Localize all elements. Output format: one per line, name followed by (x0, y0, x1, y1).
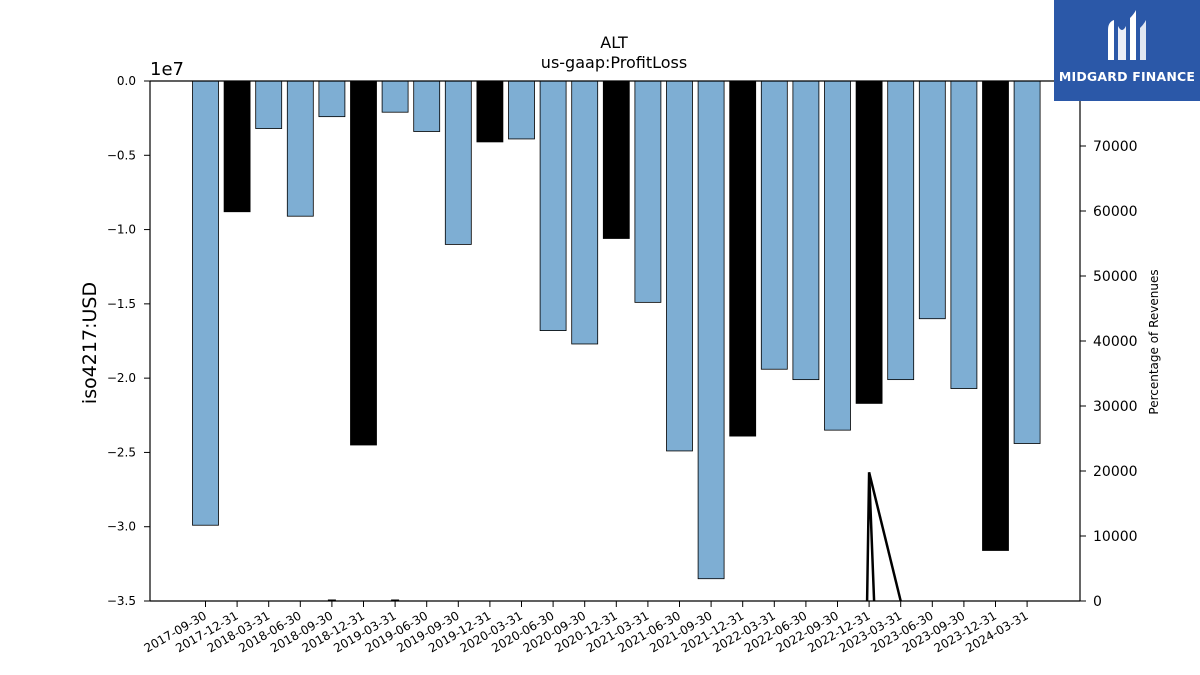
y2-tick-label: 20000 (1093, 464, 1138, 480)
bar-2022-12-31 (855, 80, 883, 404)
y2-tick-label: 50000 (1093, 269, 1138, 285)
bar-2022-06-30 (792, 80, 820, 381)
bar-2021-06-30 (666, 80, 693, 452)
bar-2020-06-30 (539, 80, 567, 332)
y2-tick-label: 40000 (1093, 334, 1138, 350)
bar-2019-12-31 (476, 80, 504, 143)
y-tick-label: −2.0 (107, 371, 136, 385)
y2-tick-label: 10000 (1093, 529, 1138, 545)
y-tick-label: −1.0 (107, 223, 136, 237)
chart-subtitle: us-gaap:ProfitLoss (541, 53, 687, 72)
bar-2021-03-31 (634, 80, 662, 303)
y-ticks: 0.0 −0.5 −1.0 −1.5 −2.0 −2.5 −3.0 −3.5 (107, 74, 150, 608)
y-tick-label: −1.5 (107, 297, 136, 311)
y2-tick-label: 60000 (1093, 204, 1138, 220)
bar-2018-09-30 (318, 80, 346, 118)
line-series (865, 472, 876, 602)
midgard-logo-icon (1108, 10, 1146, 60)
bar-2023-06-30 (918, 80, 946, 320)
bar-2022-09-30 (824, 80, 851, 431)
bar-2018-12-31 (350, 80, 377, 446)
bar-2022-03-31 (760, 80, 788, 370)
bar-2023-09-30 (950, 80, 978, 389)
bar-2024-03-31 (1013, 80, 1041, 444)
line-layer (327, 472, 902, 602)
y2-ticks: 0 10000 20000 30000 40000 50000 60000 70000 (1080, 139, 1138, 610)
bar-2017-12-31 (223, 80, 251, 213)
y-offset-label: 1e7 (150, 59, 184, 80)
bar-2021-12-31 (729, 80, 757, 437)
bar-2020-09-30 (571, 80, 599, 345)
y-tick-label: 0.0 (117, 74, 136, 88)
y-tick-label: −3.5 (107, 594, 136, 608)
bar-2020-12-31 (602, 80, 630, 239)
y-axis-label: iso4217:USD (79, 282, 101, 404)
y2-tick-label: 70000 (1093, 139, 1138, 155)
chart-title: ALT (600, 33, 628, 52)
bar-2020-03-31 (508, 80, 535, 140)
bar-2019-09-30 (444, 80, 472, 245)
bar-2018-03-31 (255, 80, 283, 129)
bar-2018-06-30 (286, 80, 314, 217)
bar-2021-09-30 (697, 80, 725, 580)
bar-2023-12-31 (982, 80, 1009, 551)
y2-tick-label: 30000 (1093, 399, 1138, 415)
bar-2023-03-31 (887, 80, 915, 381)
x-ticks: 2017-09-302017-12-312018-03-312018-06-30… (142, 601, 1031, 655)
y-tick-label: −3.0 (107, 520, 136, 534)
midgard-finance-logo: MIDGARD FINANCE (1054, 0, 1200, 101)
y-tick-label: −0.5 (107, 148, 136, 162)
y2-tick-label: 0 (1093, 594, 1102, 610)
bars-layer (192, 80, 1041, 580)
logo-brand-text: MIDGARD FINANCE (1058, 69, 1196, 84)
y2-axis-label: Percentage of Revenues (1147, 269, 1161, 414)
line-segment (867, 472, 902, 602)
y-tick-label: −2.5 (107, 445, 136, 459)
bar-2019-06-30 (413, 80, 441, 132)
bar-2017-09-30 (192, 80, 219, 526)
bar-2019-03-31 (381, 80, 409, 113)
